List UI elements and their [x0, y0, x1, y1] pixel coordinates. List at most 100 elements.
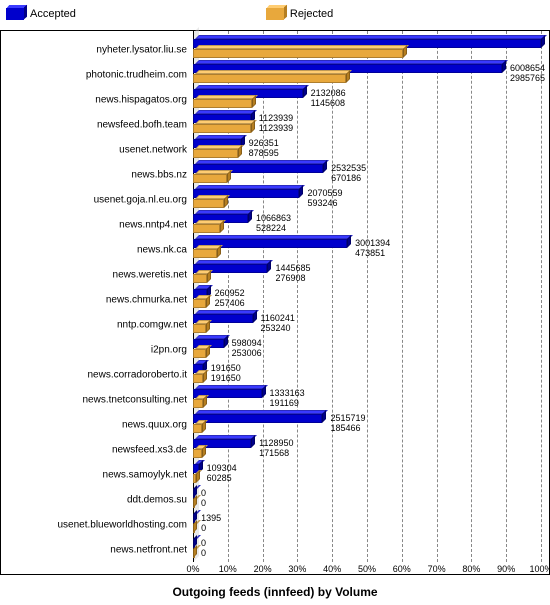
- value-label-rejected: 0: [201, 499, 206, 508]
- value-label-accepted: 260952: [215, 289, 245, 298]
- chart-row: news.tnetconsulting.net1333163191169: [1, 387, 549, 412]
- chart-row: newsfeed.xs3.de1128950171568: [1, 437, 549, 462]
- bar-side: [347, 235, 351, 248]
- bar-rejected: [193, 149, 238, 158]
- y-axis-label: nntp.comgw.net: [117, 319, 191, 330]
- bar-front: [193, 99, 252, 108]
- bars-wrap: 11239391123939: [193, 112, 541, 137]
- y-axis-label: news.bbs.nz: [131, 169, 191, 180]
- x-tick-label: 80%: [462, 564, 480, 574]
- legend-swatch-accepted: [6, 8, 24, 20]
- bar-rejected: [193, 374, 203, 383]
- rows: nyheter.lysator.liu.se67701344089768phot…: [1, 37, 549, 562]
- bar-rejected: [193, 349, 206, 358]
- value-label-rejected: 593246: [307, 199, 337, 208]
- legend: Accepted Rejected: [0, 3, 550, 25]
- value-label-accepted: 2515719: [330, 414, 365, 423]
- value-label-accepted: 0: [201, 489, 206, 498]
- value-label-accepted: 2532535: [331, 164, 366, 173]
- bar-rejected: [193, 399, 203, 408]
- bar-rejected: [193, 249, 217, 258]
- swatch-side: [284, 5, 287, 20]
- value-label-accepted: 2132086: [311, 89, 346, 98]
- value-label-accepted: 1128950: [259, 439, 293, 448]
- swatch-front: [6, 8, 24, 20]
- bar-side: [251, 120, 255, 133]
- bar-side: [206, 295, 210, 308]
- legend-item-accepted: Accepted: [6, 8, 76, 20]
- bar-side: [224, 335, 228, 348]
- bar-side: [224, 195, 228, 208]
- chart-row: news.chmurka.net260952257406: [1, 287, 549, 312]
- bar-rejected: [193, 324, 206, 333]
- value-label-accepted: 598094: [232, 339, 262, 348]
- bar-rejected: [193, 99, 252, 108]
- y-axis-label: usenet.blueworldhosting.com: [57, 519, 191, 530]
- bar-side: [346, 70, 350, 83]
- y-axis-label: nyheter.lysator.liu.se: [96, 44, 191, 55]
- bar-front: [193, 149, 238, 158]
- value-label-rejected: 878595: [249, 149, 279, 158]
- bars-wrap: 1333163191169: [193, 387, 541, 412]
- bars-wrap: 926351878595: [193, 137, 541, 162]
- bar-rejected: [193, 199, 224, 208]
- bar-side: [541, 35, 545, 48]
- chart-row: nyheter.lysator.liu.se67701344089768: [1, 37, 549, 62]
- bar-side: [203, 370, 207, 383]
- y-axis-label: news.corradoroberto.it: [88, 369, 192, 380]
- bar-side: [262, 385, 266, 398]
- chart-row: news.samoylyk.net10930460285: [1, 462, 549, 487]
- chart-row: news.nk.ca 3001394473851: [1, 237, 549, 262]
- value-label-rejected: 185466: [330, 424, 360, 433]
- bars-wrap: 260952257406: [193, 287, 541, 312]
- bars-wrap: 2515719185466: [193, 412, 541, 437]
- bar-side: [203, 395, 207, 408]
- y-axis-label: news.nntp4.net: [119, 219, 191, 230]
- bar-side: [253, 310, 257, 323]
- x-tick-label: 70%: [428, 564, 446, 574]
- bar-front: [193, 124, 251, 133]
- bar-rejected: [193, 74, 346, 83]
- bars-wrap: 1128950171568: [193, 437, 541, 462]
- bar-side: [303, 85, 307, 98]
- bars-wrap: 598094253006: [193, 337, 541, 362]
- bar-front: [193, 274, 207, 283]
- value-label-accepted: 6008654: [510, 64, 545, 73]
- x-tick-label: 50%: [358, 564, 376, 574]
- x-axis-ticks: 0%10%20%30%40%50%60%70%80%90%100%: [193, 562, 541, 574]
- bar-front: [193, 414, 322, 423]
- bar-front: [193, 449, 202, 458]
- bar-rejected: [193, 424, 202, 433]
- chart-row: news.nntp4.net1066863528224: [1, 212, 549, 237]
- bar-side: [202, 420, 206, 433]
- bar-rejected: [193, 449, 202, 458]
- y-axis-label: news.tnetconsulting.net: [82, 394, 191, 405]
- value-label-accepted: 109304: [207, 464, 237, 473]
- legend-swatch-rejected: [266, 8, 284, 20]
- bar-rejected: [193, 474, 196, 483]
- bar-side: [193, 520, 197, 533]
- bar-front: [193, 49, 403, 58]
- bar-side: [267, 260, 271, 273]
- value-label-rejected: 670186: [331, 174, 361, 183]
- bars-wrap: 2532535670186: [193, 162, 541, 187]
- x-tick-label: 0%: [186, 564, 199, 574]
- value-label-rejected: 528224: [256, 224, 286, 233]
- bar-front: [193, 224, 220, 233]
- y-axis-label: news.nk.ca: [137, 244, 191, 255]
- value-label-rejected: 253240: [261, 324, 291, 333]
- bars-wrap: 1160241253240: [193, 312, 541, 337]
- y-axis-label: news.quux.org: [122, 419, 191, 430]
- bar-rejected: [193, 299, 206, 308]
- swatch-side: [24, 5, 27, 20]
- bars-wrap: 00: [193, 487, 541, 512]
- value-label-rejected: 473851: [355, 249, 385, 258]
- bar-side: [196, 470, 200, 483]
- bar-side: [206, 345, 210, 358]
- bar-rejected: [193, 174, 227, 183]
- bar-front: [193, 324, 206, 333]
- bar-side: [251, 435, 255, 448]
- y-axis-label: news.chmurka.net: [106, 294, 191, 305]
- value-label-accepted: 3001394: [355, 239, 390, 248]
- legend-item-rejected: Rejected: [266, 8, 333, 20]
